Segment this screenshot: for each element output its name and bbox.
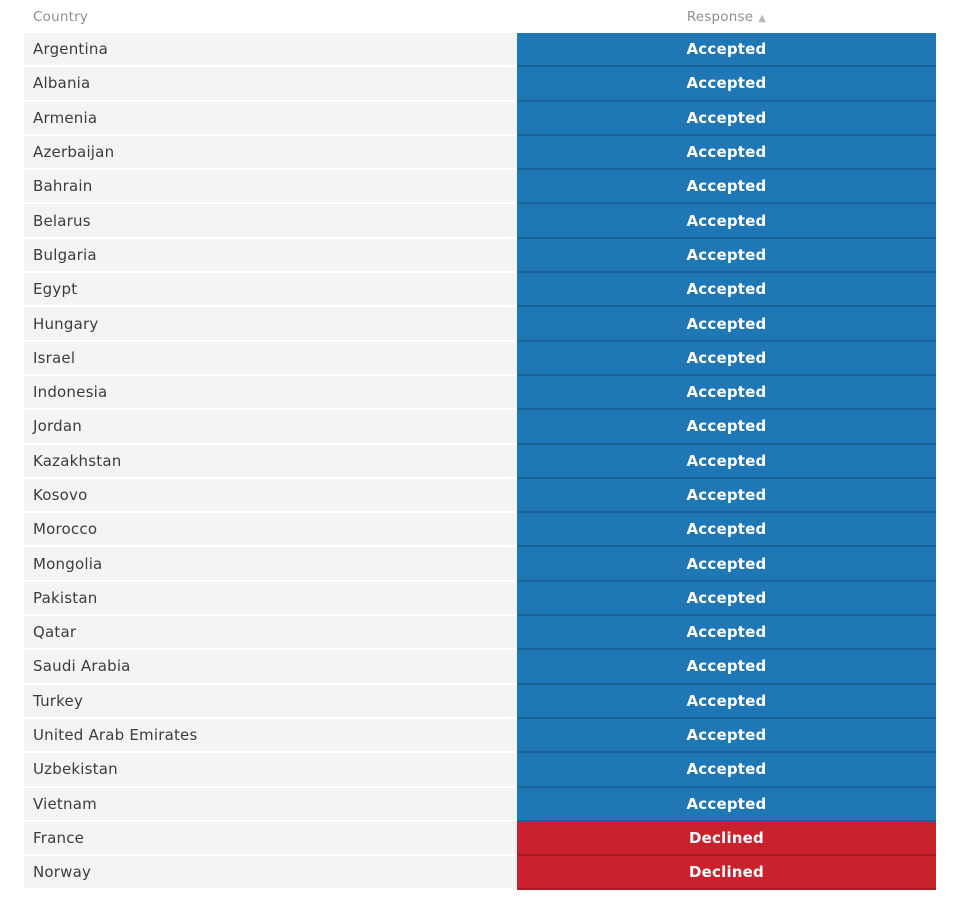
country-cell: Bahrain bbox=[24, 170, 517, 205]
response-cell: Accepted bbox=[517, 101, 936, 136]
country-cell: Saudi Arabia bbox=[24, 650, 517, 685]
table-row: Saudi Arabia Accepted bbox=[24, 650, 936, 685]
response-cell: Accepted bbox=[517, 204, 936, 239]
response-cell: Accepted bbox=[517, 444, 936, 479]
response-cell: Accepted bbox=[517, 616, 936, 651]
response-cell: Accepted bbox=[517, 135, 936, 171]
response-cell: Accepted bbox=[517, 753, 936, 788]
response-cell: Declined bbox=[517, 856, 936, 891]
country-cell: Qatar bbox=[24, 616, 517, 651]
table-row: Bahrain Accepted bbox=[24, 170, 936, 205]
table-row: Turkey Accepted bbox=[24, 684, 936, 719]
response-cell: Accepted bbox=[517, 650, 936, 685]
response-cell: Accepted bbox=[517, 513, 936, 548]
response-cell: Accepted bbox=[517, 238, 936, 274]
response-cell: Accepted bbox=[517, 684, 936, 719]
country-cell: Pakistan bbox=[24, 581, 517, 617]
sort-ascending-icon: ▲ bbox=[758, 12, 767, 24]
country-cell: Morocco bbox=[24, 513, 517, 548]
country-cell: Mongolia bbox=[24, 547, 517, 582]
table-row: Azerbaijan Accepted bbox=[24, 135, 936, 171]
country-cell: Argentina bbox=[24, 33, 517, 68]
country-cell: Hungary bbox=[24, 307, 517, 342]
response-cell: Accepted bbox=[517, 67, 936, 102]
country-cell: Vietnam bbox=[24, 787, 517, 822]
response-cell: Accepted bbox=[517, 341, 936, 376]
country-cell: Uzbekistan bbox=[24, 753, 517, 788]
response-cell: Accepted bbox=[517, 307, 936, 342]
response-cell: Accepted bbox=[517, 375, 936, 411]
column-header-response[interactable]: Response ▲ bbox=[517, 9, 936, 25]
country-cell: Kosovo bbox=[24, 478, 517, 514]
response-cell: Accepted bbox=[517, 410, 936, 445]
table-row: Norway Declined bbox=[24, 856, 936, 891]
response-cell: Accepted bbox=[517, 33, 936, 68]
country-cell: United Arab Emirates bbox=[24, 718, 517, 754]
response-cell: Accepted bbox=[517, 787, 936, 822]
table-row: Mongolia Accepted bbox=[24, 547, 936, 582]
table-row: Belarus Accepted bbox=[24, 204, 936, 239]
table-body: Argentina Accepted Albania Accepted Armenia A… bbox=[24, 33, 936, 891]
table-row: France Declined bbox=[24, 821, 936, 857]
table-row: Hungary Accepted bbox=[24, 307, 936, 342]
table-row: Vietnam Accepted bbox=[24, 787, 936, 822]
table-header: Country Response ▲ bbox=[24, 0, 936, 33]
table-row: United Arab Emirates Accepted bbox=[24, 718, 936, 754]
table-row: Albania Accepted bbox=[24, 67, 936, 102]
table-row: Armenia Accepted bbox=[24, 101, 936, 136]
country-cell: Jordan bbox=[24, 410, 517, 445]
response-cell: Accepted bbox=[517, 547, 936, 582]
response-cell: Accepted bbox=[517, 718, 936, 754]
response-cell: Accepted bbox=[517, 581, 936, 617]
table-row: Bulgaria Accepted bbox=[24, 238, 936, 274]
table-row: Egypt Accepted bbox=[24, 273, 936, 308]
response-cell: Accepted bbox=[517, 170, 936, 205]
table-row: Qatar Accepted bbox=[24, 616, 936, 651]
country-cell: Egypt bbox=[24, 273, 517, 308]
country-cell: Norway bbox=[24, 856, 517, 891]
response-cell: Accepted bbox=[517, 478, 936, 514]
table-row: Indonesia Accepted bbox=[24, 375, 936, 411]
country-cell: Turkey bbox=[24, 684, 517, 719]
country-cell: France bbox=[24, 821, 517, 857]
country-cell: Armenia bbox=[24, 101, 517, 136]
country-cell: Indonesia bbox=[24, 375, 517, 411]
table-row: Morocco Accepted bbox=[24, 513, 936, 548]
country-cell: Kazakhstan bbox=[24, 444, 517, 479]
table-row: Pakistan Accepted bbox=[24, 581, 936, 617]
table-row: Kazakhstan Accepted bbox=[24, 444, 936, 479]
country-cell: Bulgaria bbox=[24, 238, 517, 274]
country-cell: Azerbaijan bbox=[24, 135, 517, 171]
country-cell: Albania bbox=[24, 67, 517, 102]
table-row: Argentina Accepted bbox=[24, 33, 936, 68]
column-header-response-label: Response bbox=[686, 8, 754, 25]
table-row: Jordan Accepted bbox=[24, 410, 936, 445]
table-row: Kosovo Accepted bbox=[24, 478, 936, 514]
response-cell: Accepted bbox=[517, 273, 936, 308]
column-header-country[interactable]: Country bbox=[33, 8, 89, 25]
table-row: Uzbekistan Accepted bbox=[24, 753, 936, 788]
country-cell: Israel bbox=[24, 341, 517, 376]
country-cell: Belarus bbox=[24, 204, 517, 239]
response-cell: Declined bbox=[517, 821, 936, 857]
table-row: Israel Accepted bbox=[24, 341, 936, 376]
